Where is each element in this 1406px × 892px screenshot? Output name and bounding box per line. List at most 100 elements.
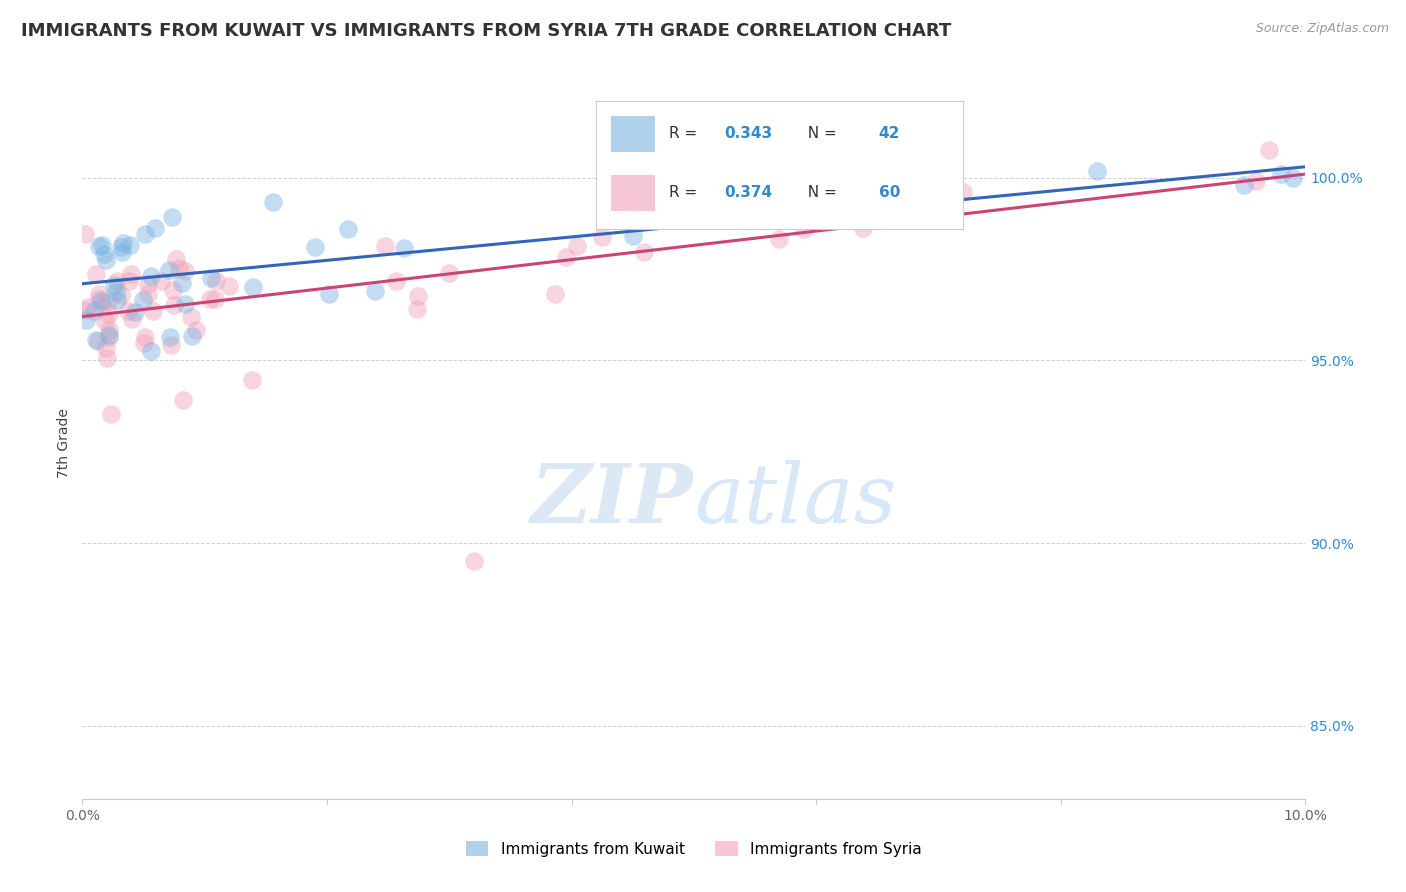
Point	[768, 231, 790, 245]
Point	[90, 294, 112, 309]
Point	[107, 274, 129, 288]
Point	[242, 280, 264, 294]
Point	[554, 251, 576, 265]
Point	[200, 271, 222, 285]
Point	[406, 301, 429, 316]
Point	[304, 240, 326, 254]
Text: Source: ZipAtlas.com: Source: ZipAtlas.com	[1256, 22, 1389, 36]
Point	[134, 336, 156, 351]
Point	[204, 292, 226, 306]
Point	[87, 238, 110, 252]
Point	[174, 264, 197, 278]
Point	[337, 221, 360, 235]
Point	[1257, 143, 1279, 157]
Point	[262, 194, 284, 209]
Point	[633, 244, 655, 259]
Point	[157, 263, 180, 277]
Point	[163, 298, 186, 312]
Point	[463, 554, 485, 568]
Point	[77, 301, 100, 315]
Point	[1270, 167, 1292, 181]
Point	[744, 154, 766, 169]
Point	[852, 220, 875, 235]
Point	[374, 239, 396, 253]
Point	[591, 230, 613, 244]
Point	[97, 293, 120, 308]
Point	[91, 238, 114, 252]
Point	[103, 278, 125, 293]
Point	[567, 239, 589, 253]
Point	[98, 323, 121, 337]
Point	[159, 329, 181, 343]
Text: IMMIGRANTS FROM KUWAIT VS IMMIGRANTS FROM SYRIA 7TH GRADE CORRELATION CHART: IMMIGRANTS FROM KUWAIT VS IMMIGRANTS FRO…	[21, 22, 952, 40]
Point	[159, 338, 181, 352]
Point	[93, 246, 115, 260]
Point	[124, 305, 146, 319]
Point	[242, 373, 264, 387]
Point	[104, 285, 127, 300]
Point	[97, 327, 120, 342]
Point	[218, 279, 240, 293]
Point	[200, 293, 222, 307]
Point	[97, 329, 120, 343]
Point	[621, 229, 644, 244]
Legend: Immigrants from Kuwait, Immigrants from Syria: Immigrants from Kuwait, Immigrants from …	[460, 835, 928, 863]
Point	[94, 314, 117, 328]
Point	[97, 307, 120, 321]
Point	[170, 276, 193, 290]
Point	[173, 297, 195, 311]
Point	[110, 287, 132, 301]
Point	[134, 330, 156, 344]
Point	[165, 252, 187, 266]
Point	[439, 266, 461, 280]
Point	[142, 304, 165, 318]
Point	[1246, 174, 1268, 188]
Point	[117, 303, 139, 318]
Point	[100, 407, 122, 421]
Point	[136, 277, 159, 291]
Point	[141, 344, 163, 359]
Point	[89, 293, 111, 307]
Point	[180, 329, 202, 343]
Point	[1233, 178, 1256, 192]
Point	[89, 286, 111, 301]
Point	[150, 274, 173, 288]
Point	[75, 227, 97, 242]
Point	[84, 333, 107, 347]
Point	[75, 313, 97, 327]
Point	[111, 235, 134, 250]
Point	[131, 293, 153, 308]
Point	[94, 341, 117, 355]
Point	[544, 286, 567, 301]
Point	[141, 269, 163, 284]
Point	[793, 221, 815, 235]
Point	[105, 293, 128, 307]
Text: ZIP: ZIP	[531, 459, 693, 540]
Point	[364, 284, 387, 298]
Point	[110, 240, 132, 254]
Point	[96, 351, 118, 365]
Point	[87, 334, 110, 348]
Point	[394, 241, 416, 255]
Point	[1282, 170, 1305, 185]
Point	[118, 237, 141, 252]
Point	[167, 261, 190, 276]
Point	[120, 268, 142, 282]
Point	[83, 304, 105, 318]
Point	[162, 210, 184, 224]
Y-axis label: 7th Grade: 7th Grade	[58, 408, 72, 477]
Point	[143, 220, 166, 235]
Text: atlas: atlas	[693, 459, 896, 540]
Point	[204, 274, 226, 288]
Point	[94, 253, 117, 268]
Point	[118, 274, 141, 288]
Point	[121, 312, 143, 326]
Point	[162, 283, 184, 297]
Point	[172, 392, 194, 407]
Point	[184, 323, 207, 337]
Point	[1087, 163, 1109, 178]
Point	[884, 149, 907, 163]
Point	[84, 267, 107, 281]
Point	[318, 286, 340, 301]
Point	[73, 303, 96, 318]
